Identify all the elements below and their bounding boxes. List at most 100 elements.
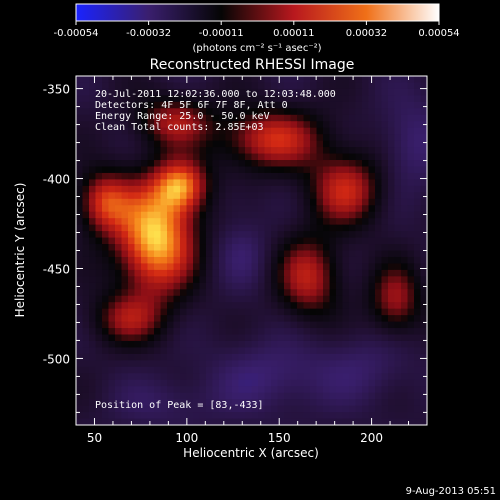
heatmap-pixel [134,153,142,161]
heatmap-pixel [154,269,162,277]
heatmap-pixel [336,224,344,232]
heatmap-pixel [290,256,298,265]
heatmap-pixel [414,334,422,342]
heatmap-pixel [160,192,168,200]
heatmap-pixel [342,263,350,271]
heatmap-pixel [264,153,272,161]
heatmap-pixel [271,276,279,284]
heatmap-pixel [258,166,266,174]
heatmap-pixel [225,140,233,148]
heatmap-pixel [180,147,188,155]
heatmap-pixel [128,334,136,342]
heatmap-pixel [102,211,110,219]
heatmap-pixel [362,185,370,193]
heatmap-pixel [186,160,194,168]
heatmap-pixel [381,127,389,135]
heatmap-pixel [271,134,279,142]
y-tick-label: -500 [43,352,70,366]
heatmap-pixel [245,302,253,310]
heatmap-pixel [394,192,402,200]
heatmap-pixel [310,244,318,252]
heatmap-pixel [154,121,162,129]
heatmap-pixel [362,302,370,310]
heatmap-pixel [102,328,110,336]
heatmap-pixel [232,302,240,310]
heatmap-pixel [141,405,149,413]
heatmap-pixel [128,321,136,329]
heatmap-pixel [349,134,357,142]
heatmap-pixel [206,418,214,425]
heatmap-pixel [336,392,344,400]
heatmap-pixel [297,347,305,355]
heatmap-pixel [95,263,103,271]
heatmap-pixel [134,88,142,96]
heatmap-pixel [147,82,155,90]
heatmap-pixel [349,373,357,381]
heatmap-pixel [407,282,415,290]
heatmap-pixel [108,412,116,420]
heatmap-pixel [329,172,337,181]
heatmap-pixel [336,160,344,168]
heatmap-pixel [121,179,129,187]
heatmap-pixel [303,347,311,355]
heatmap-pixel [108,205,116,213]
heatmap-pixel [349,82,357,90]
heatmap-pixel [375,250,383,258]
heatmap-pixel [89,244,97,252]
heatmap-pixel [342,140,350,148]
heatmap-pixel [329,263,337,271]
heatmap-pixel [102,82,110,90]
heatmap-pixel [128,289,136,297]
heatmap-pixel [355,315,363,323]
heatmap-pixel [381,166,389,174]
heatmap-pixel [277,237,285,245]
heatmap-pixel [342,250,350,258]
heatmap-pixel [180,205,188,213]
heatmap-pixel [121,121,129,129]
heatmap-pixel [284,166,292,174]
heatmap-pixel [316,373,324,381]
heatmap-pixel [76,353,84,361]
heatmap-pixel [303,328,311,336]
heatmap-pixel [180,334,188,342]
heatmap-pixel [95,218,103,226]
heatmap-pixel [362,334,370,342]
heatmap-pixel [160,399,168,407]
heatmap-pixel [381,95,389,103]
heatmap-pixel [284,328,292,336]
heatmap-pixel [329,366,337,374]
heatmap-pixel [232,224,240,232]
heatmap-pixel [355,134,363,142]
heatmap-pixel [258,334,266,342]
heatmap-pixel [225,198,233,206]
heatmap-pixel [381,405,389,413]
heatmap-pixel [368,218,376,226]
heatmap-pixel [394,263,402,271]
annotation-block: 20-Jul-2011 12:02:36.000 to 12:03:48.000… [95,89,336,133]
heatmap-pixel [95,392,103,400]
heatmap-pixel [342,334,350,342]
heatmap-pixel [186,82,194,90]
heatmap-pixel [329,321,337,329]
heatmap-pixel [160,328,168,336]
heatmap-pixel [115,315,123,323]
heatmap-pixel [420,134,427,142]
heatmap-pixel [381,340,389,349]
heatmap-pixel [160,179,168,187]
heatmap-pixel [219,276,227,284]
heatmap-pixel [310,289,318,297]
heatmap-pixel [316,95,324,103]
heatmap-pixel [277,153,285,161]
heatmap-pixel [342,276,350,284]
heatmap-pixel [251,237,259,245]
heatmap-pixel [271,289,279,297]
heatmap-pixel [258,250,266,258]
heatmap-pixel [336,179,344,187]
heatmap-pixel [134,289,142,297]
heatmap-pixel [251,185,259,193]
heatmap-pixel [219,399,227,407]
heatmap-pixel [362,308,370,316]
heatmap-pixel [154,224,162,232]
heatmap-pixel [394,179,402,187]
heatmap-pixel [173,160,181,168]
